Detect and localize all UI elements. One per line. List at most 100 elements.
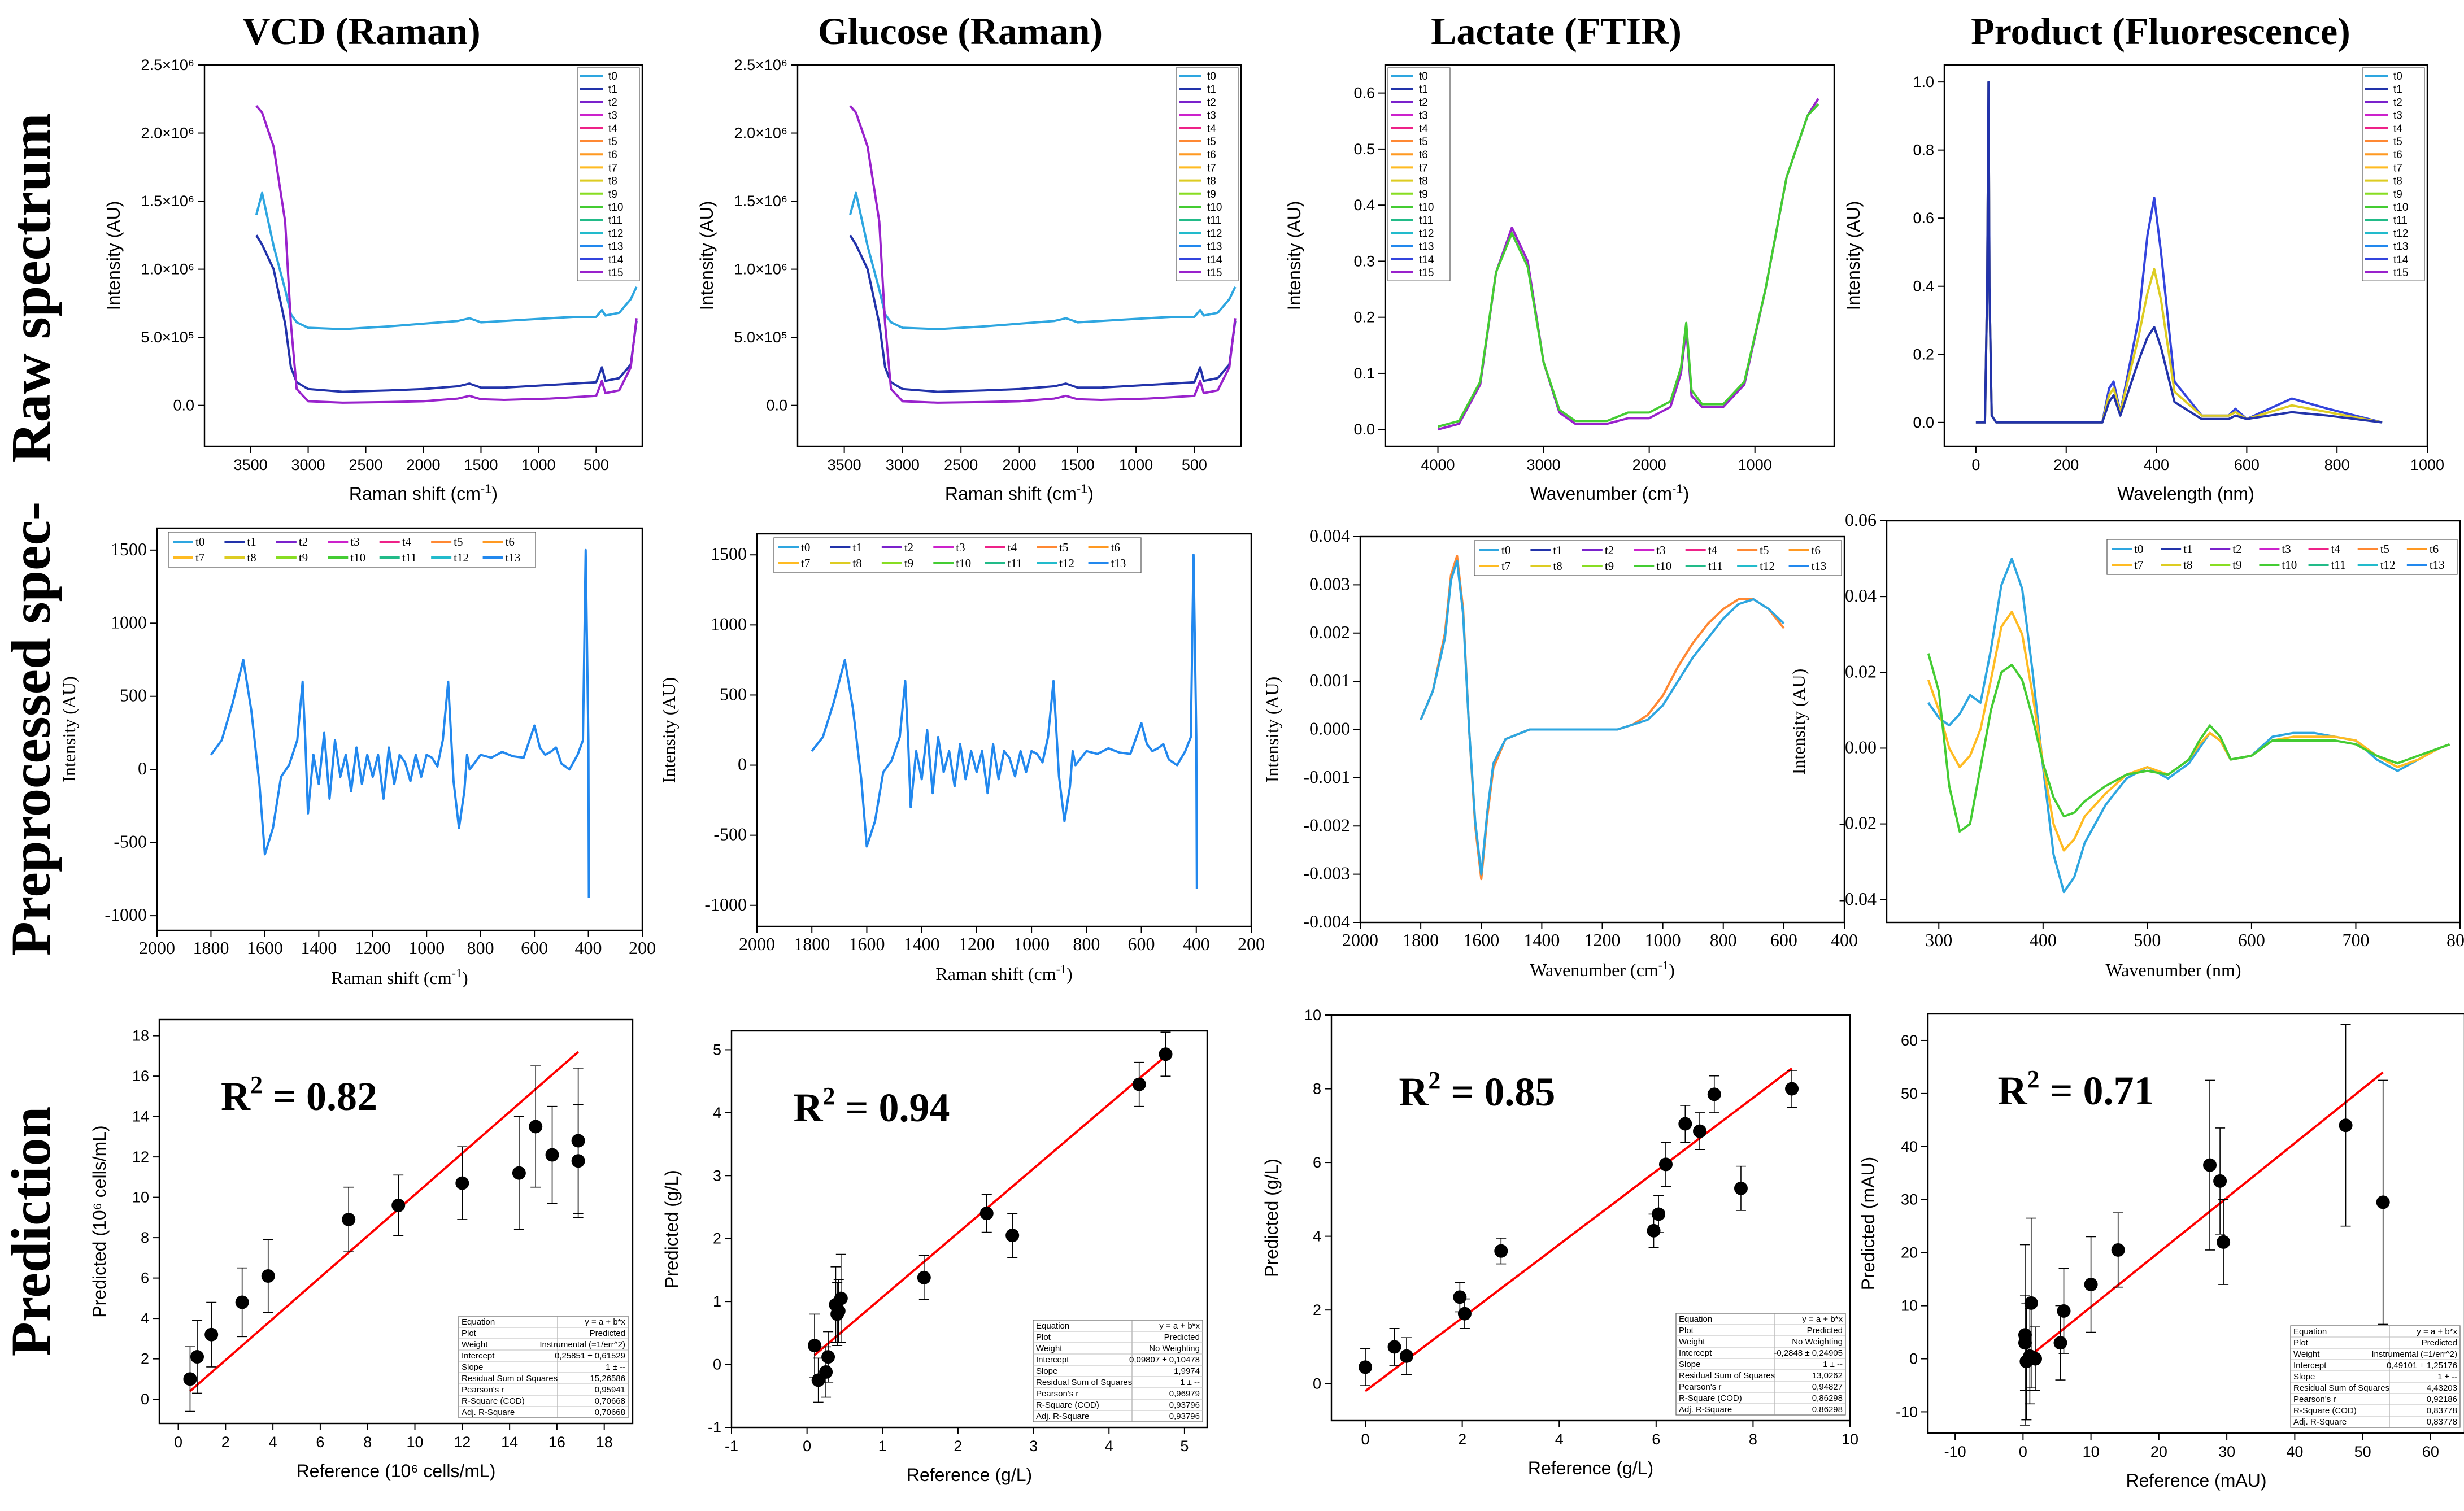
x-tick-label: 800 — [1073, 934, 1100, 954]
x-tick-label: 6 — [1652, 1431, 1660, 1448]
y-tick-label: 1.0 — [1913, 73, 1934, 90]
y-tick-label: 2 — [141, 1351, 149, 1368]
legend-label-t0: t0 — [195, 535, 204, 548]
data-point — [1159, 1047, 1173, 1061]
legend-label-t14: t14 — [2393, 254, 2409, 266]
x-axis-label-close: ) — [491, 484, 498, 504]
fit-line — [189, 1051, 579, 1392]
legend-label-t8: t8 — [608, 176, 617, 188]
x-axis-label: Raman shift (cm-1) — [945, 482, 1094, 504]
legend-label-t4: t4 — [1008, 541, 1017, 554]
r-squared-r: R — [1998, 1068, 2028, 1113]
data-point — [1494, 1244, 1508, 1258]
stats-key: Pearson's r — [1679, 1382, 1721, 1392]
column-header-glucose: Glucose (Raman) — [818, 10, 1103, 53]
y-tick-label: 4 — [1313, 1228, 1321, 1245]
x-axis-label-sup: -1 — [1077, 482, 1088, 496]
chart-pred-product: -10 0 10 20 30 40 50 60 -10 0 10 20 30 40 50 60 Referenc… — [1858, 1013, 2464, 1491]
legend-label-t12: t12 — [608, 228, 623, 240]
x-tick-label: 1000 — [1119, 456, 1153, 473]
legend-label-t8: t8 — [1553, 559, 1562, 573]
stats-key: Weight — [462, 1340, 488, 1349]
x-tick-label: 16 — [548, 1434, 565, 1451]
y-tick-label: -0.002 — [1303, 815, 1350, 835]
legend-label-t3: t3 — [2393, 110, 2402, 122]
data-point — [1734, 1181, 1748, 1195]
x-tick-label: 2500 — [349, 456, 382, 473]
x-tick-label: 50 — [2354, 1443, 2371, 1460]
x-tick-label: 600 — [2234, 456, 2260, 473]
r-squared-label: R2 = 0.85 — [1399, 1066, 1555, 1114]
fit-line — [1364, 1068, 1793, 1392]
legend-label-t1: t1 — [247, 535, 256, 548]
data-point — [1453, 1290, 1467, 1304]
legend-label-t7: t7 — [608, 162, 617, 174]
series-line-t13 — [210, 548, 590, 899]
legend-label-t5: t5 — [2380, 542, 2389, 556]
data-point — [571, 1154, 585, 1168]
stats-key: Intercept — [1036, 1355, 1069, 1365]
stats-value: 0,93796 — [1169, 1400, 1200, 1410]
legend-label-t12: t12 — [2393, 228, 2408, 240]
x-axis-label-close: ) — [1683, 484, 1690, 504]
x-axis-label: Wavenumber (cm-1) — [1530, 958, 1675, 980]
y-axis-label: Intensity (AU) — [1262, 677, 1282, 783]
y-tick-label: 20 — [1901, 1244, 1918, 1261]
stats-key: Intercept — [1679, 1348, 1712, 1358]
data-point — [2111, 1243, 2125, 1257]
data-point — [1647, 1223, 1661, 1238]
r-squared-value: = 0.82 — [263, 1074, 377, 1119]
stats-value: 1 ± -- — [2437, 1372, 2457, 1382]
plot-frame — [1927, 1013, 2464, 1434]
legend-label-t15: t15 — [1207, 267, 1222, 279]
legend-label-t2: t2 — [904, 541, 913, 554]
x-tick-label: 3000 — [291, 456, 325, 473]
y-tick-label: 500 — [720, 683, 747, 704]
column-header-product: Product (Fluorescence) — [1971, 10, 2350, 53]
stats-key: Residual Sum of Squares — [2293, 1383, 2389, 1393]
y-tick-label: -500 — [114, 831, 147, 852]
stats-key: Plot — [1679, 1326, 1694, 1335]
stats-value: 13,0262 — [1812, 1371, 1843, 1381]
chart-raw-vcd: 3500 3000 2500 2000 1500 1000 500 0.0 5.0×10⁵ 1.0… — [103, 56, 643, 504]
data-point — [917, 1270, 931, 1284]
chart-raw-product: 0 200 400 600 800 1000 0.0 0.2 0.4 0.6 0.8 1.0 Wavel… — [1843, 64, 2444, 504]
legend-label-t10: t10 — [350, 551, 365, 564]
plot-area — [1359, 1068, 1799, 1392]
fit-line — [813, 1055, 1166, 1356]
legend-label-t0: t0 — [1207, 71, 1216, 82]
y-tick-label: 0.001 — [1309, 670, 1350, 690]
stats-key: Weight — [2293, 1349, 2320, 1359]
x-axis-label: Reference (10⁶ cells/mL) — [297, 1461, 496, 1481]
legend-label-t9: t9 — [299, 551, 308, 564]
y-axis-label: Predicted (mAU) — [1858, 1157, 1878, 1291]
legend-label-t8: t8 — [1207, 176, 1216, 188]
y-tick-label: 0.6 — [1913, 210, 1934, 227]
y-tick-label: 1 — [713, 1293, 721, 1310]
x-tick-label: -10 — [1944, 1443, 1966, 1460]
stats-value: 0,93796 — [1169, 1412, 1200, 1421]
y-tick-label: 60 — [1901, 1032, 1918, 1049]
x-tick-label: 1400 — [1523, 930, 1560, 950]
stats-value: No Weighting — [1792, 1337, 1843, 1347]
legend-label-t3: t3 — [1207, 110, 1216, 122]
row-label-raw: Raw spectrum — [0, 113, 62, 463]
legend-label-t12: t12 — [2380, 558, 2396, 572]
stats-key: Plot — [462, 1329, 477, 1338]
x-tick-label: 2000 — [406, 456, 440, 473]
stats-key: Equation — [2293, 1327, 2327, 1336]
legend-label-t13: t13 — [1111, 556, 1126, 570]
y-tick-label: 0.000 — [1309, 719, 1350, 739]
legend-label-t2: t2 — [1605, 543, 1614, 557]
legend-label-t11: t11 — [1419, 215, 1433, 227]
legend-label-t2: t2 — [1207, 97, 1216, 108]
legend-box — [168, 532, 536, 568]
y-tick-label: -0.001 — [1303, 767, 1350, 787]
legend-label-t11: t11 — [402, 551, 417, 564]
legend-label-t14: t14 — [608, 254, 624, 266]
stats-table — [458, 1316, 629, 1418]
legend-label-t15: t15 — [1419, 267, 1434, 279]
legend-label-t6: t6 — [1812, 543, 1821, 557]
x-tick-label: 1800 — [794, 934, 830, 954]
y-axis-label: Predicted (g/L) — [1261, 1159, 1282, 1277]
